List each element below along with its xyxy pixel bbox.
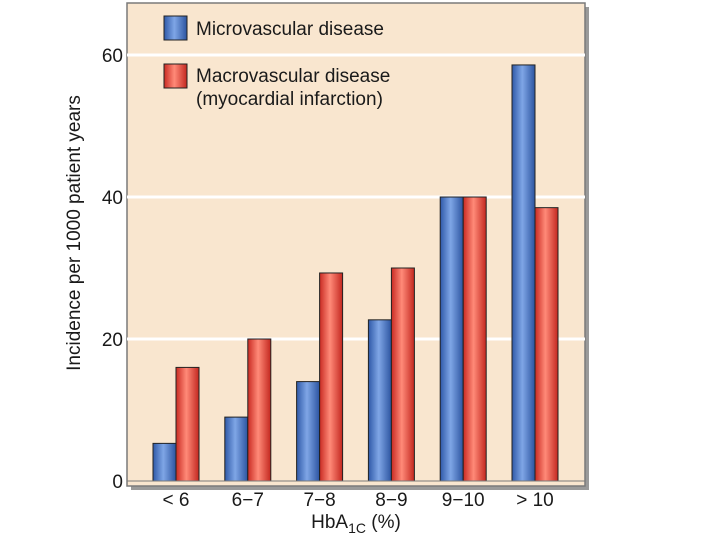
bar-microvascular-5: [439, 196, 464, 482]
bar-microvascular-4: [367, 319, 392, 482]
legend-item-microvascular: Microvascular disease: [163, 15, 384, 41]
bar-macrovascular-2: [247, 338, 272, 482]
x-tick-label: 6−7: [232, 490, 264, 511]
y-tick-label: 40: [102, 188, 123, 209]
x-tick-labels: < 6 6−7 7−8 8−9 9−10 > 10: [163, 490, 554, 511]
bar-macrovascular-6: [534, 207, 559, 482]
legend-swatch-microvascular: [163, 15, 188, 41]
gridlines: [127, 53, 585, 341]
bar-microvascular-2: [224, 416, 249, 482]
bar-macrovascular-5: [462, 196, 487, 482]
y-tick-label: 60: [102, 46, 123, 67]
legend-label-microvascular: Microvascular disease: [196, 19, 384, 40]
y-axis-title: Incidence per 1000 patient years: [64, 95, 85, 371]
legend-label-macrovascular-line2: (myocardial infarction): [196, 89, 383, 110]
legend: Microvascular disease Macrovascular dise…: [163, 15, 390, 110]
plot-background: [126, 2, 586, 487]
bar-microvascular-1: [152, 442, 177, 482]
bar-microvascular-6: [511, 64, 536, 482]
x-tick-label: 9−10: [442, 490, 485, 511]
x-tick-label: < 6: [163, 490, 190, 511]
bar-macrovascular-3: [319, 272, 344, 482]
legend-swatch-macrovascular: [163, 63, 188, 89]
x-tick-label: 7−8: [303, 490, 335, 511]
bar-microvascular-3: [296, 381, 321, 482]
legend-label-macrovascular-line1: Macrovascular disease: [196, 66, 390, 87]
y-tick-label: 20: [102, 330, 123, 351]
x-tick-label: 8−9: [375, 490, 407, 511]
x-tick-label: > 10: [516, 490, 554, 511]
y-tick-labels: 0 20 40 60: [102, 46, 123, 493]
x-axis-title: HbA1C (%): [311, 512, 401, 536]
y-tick-label: 0: [112, 472, 123, 493]
legend-item-macrovascular: Macrovascular disease (myocardial infarc…: [163, 63, 390, 110]
bar-macrovascular-1: [175, 366, 200, 482]
bar-macrovascular-4: [390, 267, 415, 482]
bars: [152, 64, 559, 482]
